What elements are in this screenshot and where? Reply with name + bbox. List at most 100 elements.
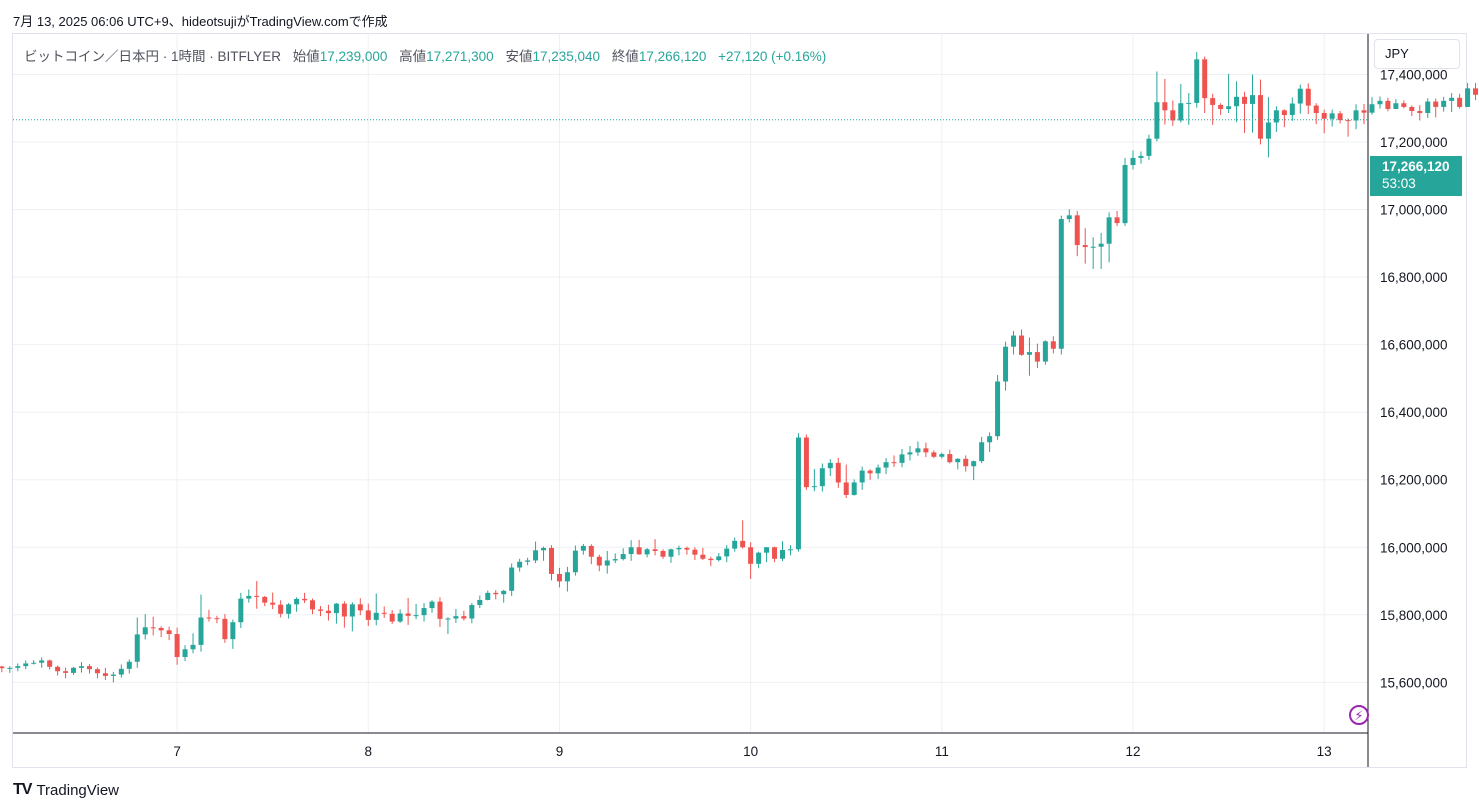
candle-body xyxy=(971,461,977,467)
candle-body xyxy=(270,602,276,605)
candle xyxy=(1401,100,1407,109)
candle xyxy=(1417,105,1423,121)
candle xyxy=(883,458,889,474)
change-value: +27,120 (+0.16%) xyxy=(718,49,827,64)
candle-body xyxy=(413,615,419,617)
candle xyxy=(891,455,897,467)
candle xyxy=(1178,83,1184,123)
candle-body xyxy=(110,674,116,676)
candle-body xyxy=(541,547,547,551)
candle-body xyxy=(1114,217,1120,224)
candle xyxy=(341,601,347,628)
candle-body xyxy=(525,560,531,562)
lightning-icon[interactable]: ⚡ xyxy=(1349,705,1369,725)
candle xyxy=(780,541,786,562)
candle-body xyxy=(286,604,292,614)
candle xyxy=(150,616,156,636)
candle-body xyxy=(548,547,554,574)
candle-body xyxy=(899,454,905,463)
candle xyxy=(811,468,817,492)
candle-body xyxy=(429,601,435,609)
candle-body xyxy=(1465,88,1471,107)
candle xyxy=(827,459,833,477)
candle xyxy=(572,545,578,576)
candle xyxy=(795,433,801,552)
candle xyxy=(1369,97,1375,115)
low-label: 安値 xyxy=(505,49,533,64)
candle-body xyxy=(604,560,610,566)
candle-body xyxy=(1321,113,1327,119)
candle xyxy=(907,445,913,461)
candle-body xyxy=(325,610,331,614)
candle xyxy=(923,442,929,458)
time-axis: 7 8 9 10 11 12 13 xyxy=(173,744,1331,759)
candle xyxy=(47,659,53,670)
candle-body xyxy=(1417,110,1423,114)
candle xyxy=(1297,84,1303,114)
candle xyxy=(262,595,268,607)
candle xyxy=(1234,81,1240,123)
candle-body xyxy=(1257,95,1263,139)
candle xyxy=(676,545,682,556)
candle xyxy=(971,460,977,481)
candle xyxy=(1138,151,1144,164)
candle-body xyxy=(1090,246,1096,248)
candle-body xyxy=(278,604,284,614)
candle xyxy=(278,600,284,618)
candle xyxy=(803,434,809,490)
candle-body xyxy=(692,549,698,555)
candle-body xyxy=(55,666,61,672)
candle xyxy=(445,617,451,635)
candle xyxy=(756,551,762,569)
candle-body xyxy=(588,545,594,557)
currency-button[interactable]: JPY xyxy=(1374,39,1460,69)
candle xyxy=(198,594,204,652)
candle xyxy=(437,597,443,627)
candle-body xyxy=(1249,95,1255,104)
candle xyxy=(222,614,228,643)
candle-body xyxy=(740,540,746,548)
y-tick-label: 15,600,000 xyxy=(1380,675,1448,690)
candle xyxy=(899,449,905,468)
candle xyxy=(1082,228,1088,264)
candle-body xyxy=(772,547,778,559)
candle-body xyxy=(875,467,881,474)
candle-body xyxy=(86,666,92,670)
tradingview-brand[interactable]: TV TradingView xyxy=(13,781,119,799)
candle xyxy=(86,664,92,674)
candle xyxy=(955,458,961,470)
candle-body xyxy=(23,663,29,667)
candle-body xyxy=(94,669,100,674)
candle xyxy=(461,610,467,621)
candle-body xyxy=(1018,335,1024,355)
candle xyxy=(477,595,483,609)
candle xyxy=(732,537,738,552)
candle-body xyxy=(1178,103,1184,121)
candle-body xyxy=(947,454,953,463)
candle xyxy=(1273,106,1279,132)
chart-caption: 7月 13, 2025 06:06 UTC+9、hideotsujiがTradi… xyxy=(13,14,388,29)
candle xyxy=(1066,209,1072,223)
candle xyxy=(660,549,666,559)
candle xyxy=(405,597,411,625)
close-label: 終値 xyxy=(611,49,639,64)
candle-body xyxy=(979,442,985,462)
candle xyxy=(1122,157,1128,226)
candle xyxy=(556,567,562,588)
candle xyxy=(230,619,236,649)
candle-body xyxy=(955,458,961,463)
candle-body xyxy=(1170,110,1176,121)
candle xyxy=(748,542,754,580)
candle-body xyxy=(421,608,427,616)
candle xyxy=(533,541,539,564)
candle-body xyxy=(819,468,825,487)
candle-body xyxy=(963,458,969,467)
candle-body xyxy=(931,452,937,457)
candle-body xyxy=(756,552,762,564)
candle xyxy=(835,457,841,488)
candle-body xyxy=(1242,96,1248,104)
candle xyxy=(413,604,419,620)
candle-body xyxy=(333,603,339,614)
candle xyxy=(1377,96,1383,109)
